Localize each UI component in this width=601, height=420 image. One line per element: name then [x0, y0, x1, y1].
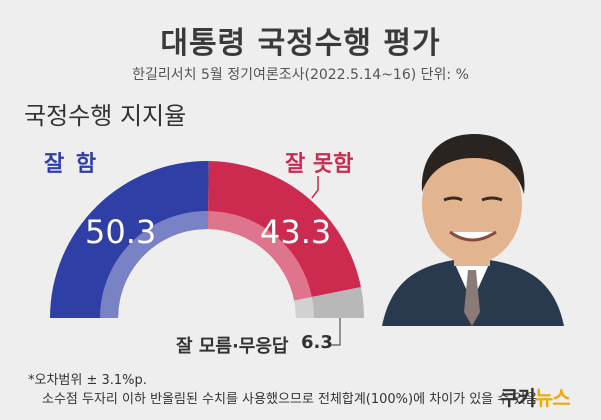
slice-bad: [207, 161, 361, 301]
slice-other-inner-band: [294, 296, 314, 318]
label-good: 잘 함: [44, 152, 99, 177]
portrait-illustration: [382, 134, 564, 326]
smile-shape: [449, 230, 497, 242]
value-bad: 43.3: [260, 213, 332, 251]
tie-shape: [464, 270, 480, 326]
hair-shape: [421, 134, 525, 194]
page-subtitle: 한길리서치 5월 정기여론조사(2022.5.14~16) 단위: %: [132, 67, 469, 83]
slice-good-inner-band: [100, 211, 209, 318]
right-eye-shape: [481, 196, 503, 202]
logo-text-main: 쿠키: [500, 386, 536, 410]
leader-line-other: [328, 318, 341, 346]
portrait-photo: [362, 112, 582, 326]
footnote-rounding: 소수점 두자리 이하 반올림된 수치를 사용했으므로 전체합계(100%)에 차…: [42, 392, 538, 407]
face-shape: [422, 144, 522, 264]
label-bad: 잘 못함: [285, 152, 354, 177]
logo-text-accent: 뉴스: [534, 386, 571, 410]
label-other: 잘 모름·무응답: [176, 336, 289, 357]
value-other: 6.3: [301, 332, 333, 353]
footnote-margin-of-error: *오차범위 ± 3.1%p.: [28, 373, 147, 388]
page-title: 대통령 국정수행 평가: [160, 26, 441, 61]
left-eye-shape: [443, 196, 463, 202]
logo: 쿠키뉴스: [500, 382, 571, 411]
slice-bad-inner-band: [207, 211, 312, 301]
value-good: 50.3: [85, 213, 157, 251]
section-title: 국정수행 지지율: [24, 102, 187, 130]
leader-line-bad: [311, 176, 319, 199]
slice-good: [50, 161, 209, 318]
